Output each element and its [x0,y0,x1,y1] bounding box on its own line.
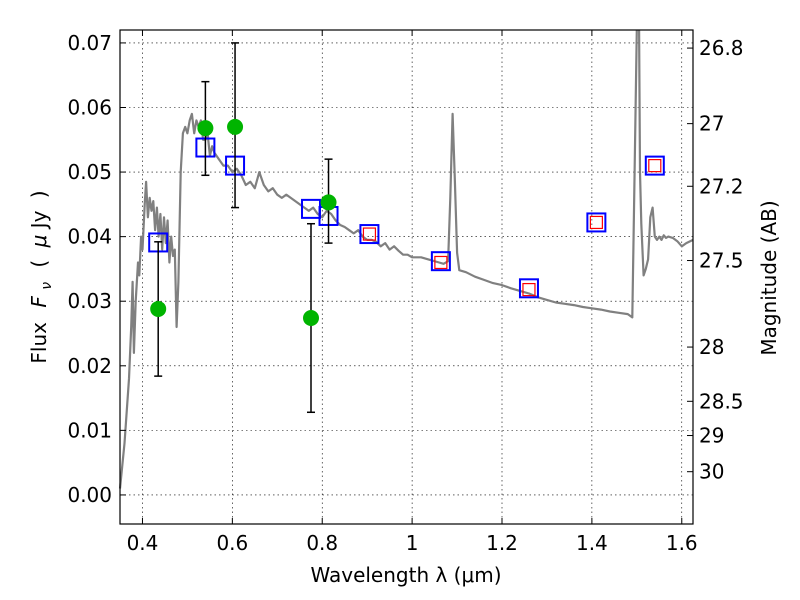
x-tick-label: 0.8 [306,531,338,555]
magnitude-tick-label: 27.2 [699,174,744,198]
observed-flux-point [197,120,214,137]
magnitude-tick-label: 27.5 [699,249,744,273]
template-photometry-square [522,282,536,297]
x-tick-label: 1 [406,531,419,555]
y-tick-label: 0.03 [67,289,112,313]
magnitude-tick-label: 30 [699,460,724,484]
y-tick-label: 0.06 [67,95,112,119]
y-axis-label-open: ( [27,260,51,268]
x-tick-label: 1.2 [486,531,518,555]
magnitude-tick-label: 28 [699,335,724,359]
model-photometry-square [586,212,607,233]
y-axis-label-unit: Jy [27,210,51,230]
model-photometry-square [359,224,380,245]
template-photometry-square [434,255,448,270]
template-photometry-square [648,159,662,173]
x-tick-label: 0.4 [127,531,159,555]
y-tick-label: 0.07 [67,31,112,55]
grid-layer [120,30,693,524]
x-axis-label: Wavelength λ (μm) [310,563,501,587]
y-tick-label: 0.01 [67,418,112,442]
template-photometry-square [362,227,377,241]
y-tick-label: 0.02 [67,354,112,378]
plot-frame [119,29,694,525]
y-axis-label-mu: μ [27,235,51,249]
model-photometry-square [430,251,451,272]
y-axis-label-symbol: F [27,296,51,308]
y-tick-label: 0.00 [67,483,112,507]
x-tick-label: 0.6 [216,531,248,555]
sed-template-line [118,29,638,489]
observed-flux-point [150,300,167,317]
magnitude-tick-label: 27 [699,112,724,136]
y-axis-label-subscript: ν [39,282,55,290]
y-tick-label: 0.05 [67,160,112,184]
template-photometry-square [589,215,603,230]
magnitude-tick-label: 26.8 [699,36,744,60]
y-axis-label-close: ) [27,190,51,198]
y-axis-label-flux: Flux [27,322,51,364]
observed-flux-point [227,118,244,135]
model-photometry-square [644,155,665,176]
tick-layer: 0.4 0.6 0.8 1 1.2 1.4 1.6 0.00 0.01 0.02 0.03 0.04 0… [67,30,744,555]
observed-flux-point [320,194,337,211]
series-layer [118,29,694,489]
y-tick-label: 0.04 [67,225,112,249]
magnitude-tick-label: 29 [699,424,724,448]
x-tick-label: 1.4 [576,531,608,555]
observed-flux-point [303,310,319,327]
y2-axis-label: Magnitude (AB) [757,200,781,355]
y-axis-label: Flux F ν ( μ Jy ) [27,190,56,363]
sed-template-line [638,29,694,277]
magnitude-tick-label: 28.5 [699,389,744,413]
x-tick-label: 1.6 [666,531,698,555]
model-photometry-square [518,278,539,299]
